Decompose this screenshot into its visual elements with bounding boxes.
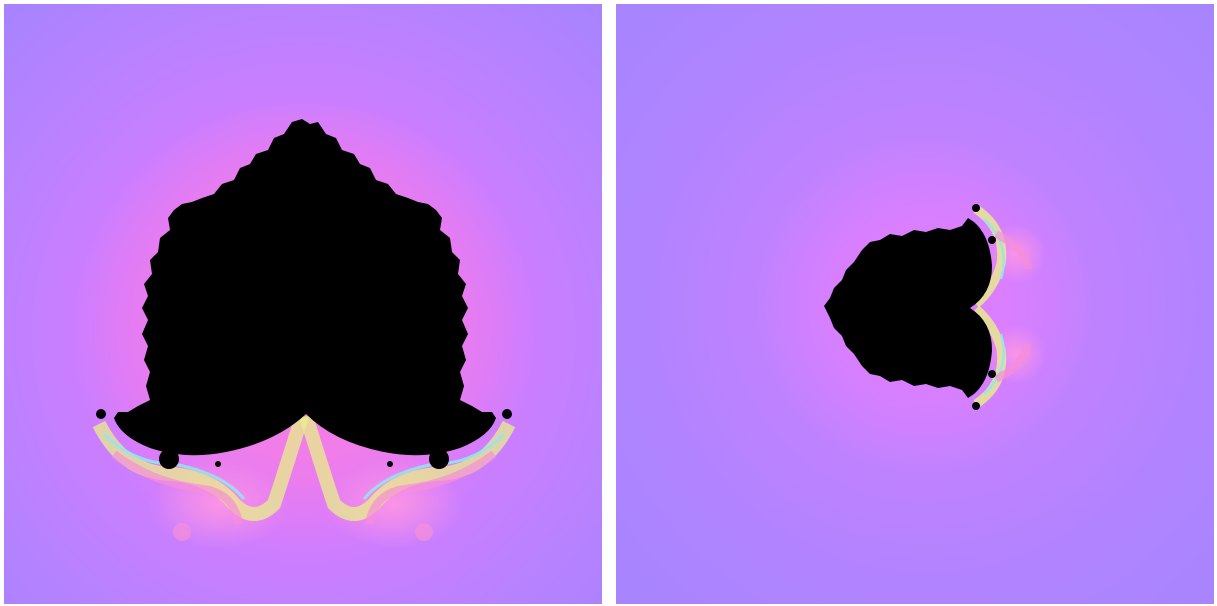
- tip-bulb-bottom: [972, 402, 980, 410]
- fractal-panel-right: [616, 4, 1214, 604]
- satellite-bulb-right: [429, 449, 449, 469]
- satellite-bulb-top: [988, 236, 996, 244]
- fractal-set-body: [824, 218, 992, 398]
- satellite-bulb-left: [159, 449, 179, 469]
- fractal-panel-left: [4, 4, 602, 604]
- tip-bulb-left: [96, 409, 106, 419]
- tip-bulb-top: [972, 204, 980, 212]
- fractal-set-body: [114, 119, 496, 456]
- fractal-image-left: [4, 4, 602, 604]
- filaments: [973, 205, 1032, 408]
- fractal-image-right: [616, 4, 1214, 604]
- filaments: [92, 413, 516, 541]
- satellite-bulb-bottom: [988, 370, 996, 378]
- tip-bulb-right: [502, 409, 512, 419]
